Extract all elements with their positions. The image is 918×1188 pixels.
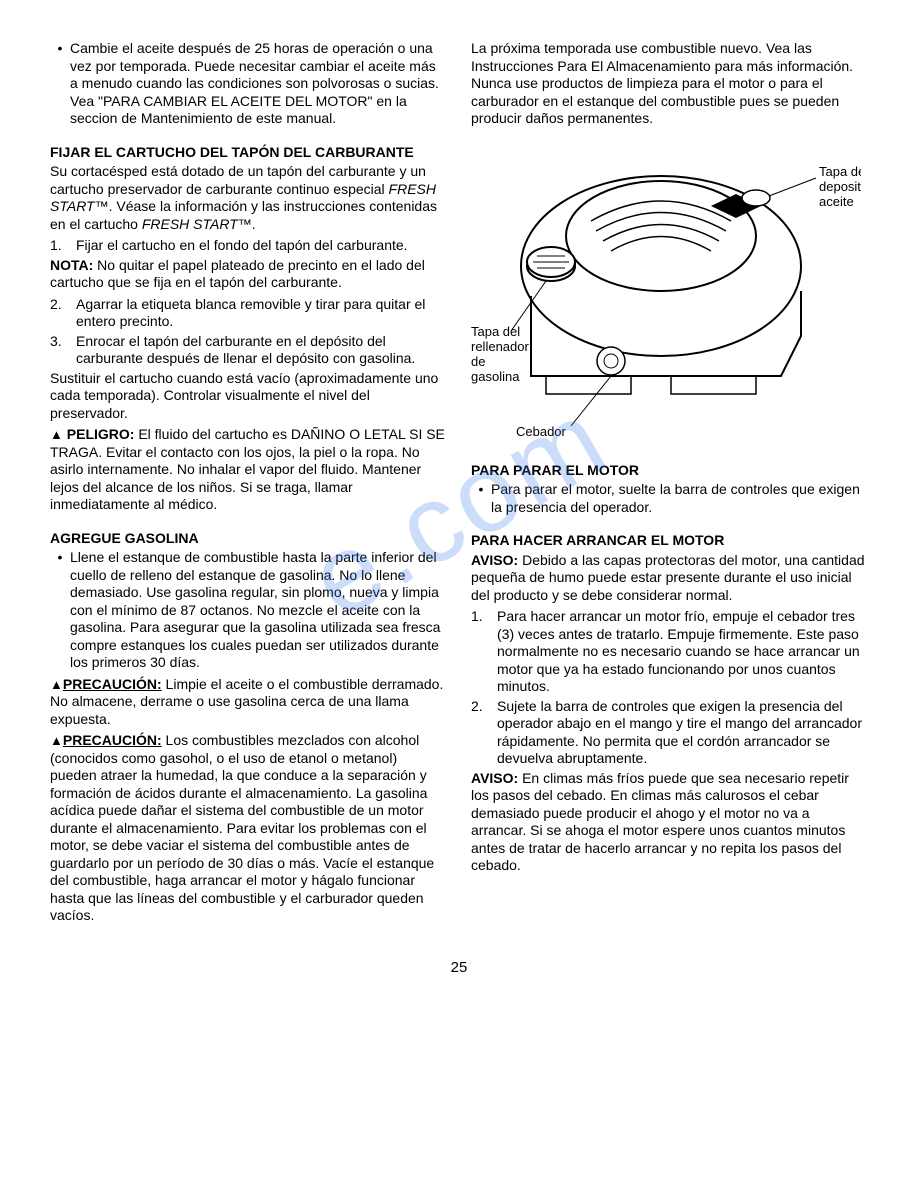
label-oil-line2: deposito de <box>819 179 861 194</box>
page-number: 25 <box>50 959 868 978</box>
heading-arrancar: PARA HACER ARRANCAR EL MOTOR <box>471 532 868 550</box>
warning-icon: ▲ <box>50 677 63 693</box>
label-fuel-line2: rellenador <box>471 339 529 354</box>
bullet-oil-change: • Cambie el aceite después de 25 horas d… <box>50 40 447 128</box>
bullet-marker: • <box>50 40 70 128</box>
sustituir-para: Sustituir el cartucho cuando está vacío … <box>50 370 447 423</box>
num-2: 2. <box>471 698 497 768</box>
top-right-para: La próxima temporada use combustible nue… <box>471 40 868 128</box>
peligro-para: ▲ PELIGRO: El fluido del cartucho es DAÑ… <box>50 426 447 514</box>
step-text: Enrocar el tapón del carburante en el de… <box>76 333 447 368</box>
num-3: 3. <box>50 333 76 368</box>
fijar-intro: Su cortacésped está dotado de un tapón d… <box>50 163 447 233</box>
nota-text: No quitar el papel plateado de precinto … <box>50 257 425 291</box>
label-cebador: Cebador <box>516 424 567 439</box>
heading-agregue: AGREGUE GASOLINA <box>50 530 447 548</box>
step-text: Fijar el cartucho en el fondo del tapón … <box>76 237 447 255</box>
warning-icon: ▲ <box>50 733 63 749</box>
bullet-gasolina: • Llene el estanque de combustible hasta… <box>50 549 447 672</box>
step-text: Sujete la barra de controles que exigen … <box>497 698 868 768</box>
fijar-step-2: 2. Agarrar la etiqueta blanca removible … <box>50 296 447 331</box>
left-column: • Cambie el aceite después de 25 horas d… <box>50 40 447 929</box>
bullet-marker: • <box>471 481 491 516</box>
arrancar-step-2: 2. Sujete la barra de controles que exig… <box>471 698 868 768</box>
bullet-text: Cambie el aceite después de 25 horas de … <box>70 40 447 128</box>
label-oil-line1: Tapa del <box>819 164 861 179</box>
right-column: La próxima temporada use combustible nue… <box>471 40 868 929</box>
num-1: 1. <box>471 608 497 696</box>
precaucion2-para: ▲PRECAUCIÓN: Los combustibles mezclados … <box>50 732 447 925</box>
aviso1-para: AVISO: Debido a las capas protectoras de… <box>471 552 868 605</box>
fijar-step-1: 1. Fijar el cartucho en el fondo del tap… <box>50 237 447 255</box>
bullet-parar: • Para parar el motor, suelte la barra d… <box>471 481 868 516</box>
peligro-label: PELIGRO: <box>63 426 135 442</box>
engine-svg: Tapa del deposito de aceite Tapa del rel… <box>471 136 861 446</box>
arrancar-step-1: 1. Para hacer arrancar un motor frío, em… <box>471 608 868 696</box>
bullet-text: Llene el estanque de combustible hasta l… <box>70 549 447 672</box>
precaucion2-text: Los combustibles mezclados con alcohol (… <box>50 732 434 923</box>
step-text: Agarrar la etiqueta blanca removible y t… <box>76 296 447 331</box>
fijar-step-3: 3. Enrocar el tapón del carburante en el… <box>50 333 447 368</box>
num-2: 2. <box>50 296 76 331</box>
label-fuel-line1: Tapa del <box>471 324 520 339</box>
num-1: 1. <box>50 237 76 255</box>
engine-figure: Tapa del deposito de aceite Tapa del rel… <box>471 136 868 446</box>
bullet-text: Para parar el motor, suelte la barra de … <box>491 481 868 516</box>
warning-icon: ▲ <box>50 427 63 443</box>
aviso2-para: AVISO: En climas más fríos puede que sea… <box>471 770 868 875</box>
label-oil-line3: aceite <box>819 194 854 209</box>
precaucion-label-2: PRECAUCIÓN: <box>63 732 162 748</box>
aviso2-text: En climas más fríos puede que sea necesa… <box>471 770 849 874</box>
nota-label: NOTA: <box>50 257 93 273</box>
label-fuel-line3: de <box>471 354 485 369</box>
content-columns: • Cambie el aceite después de 25 horas d… <box>50 40 868 929</box>
bullet-marker: • <box>50 549 70 672</box>
precaucion-label-1: PRECAUCIÓN: <box>63 676 162 692</box>
fijar-intro-text-1: Su cortacésped está dotado de un tapón d… <box>50 163 426 197</box>
heading-fijar: FIJAR EL CARTUCHO DEL TAPÓN DEL CARBURAN… <box>50 144 447 162</box>
precaucion1-para: ▲PRECAUCIÓN: Limpie el aceite o el combu… <box>50 676 447 729</box>
heading-parar: PARA PARAR EL MOTOR <box>471 462 868 480</box>
step-text: Para hacer arrancar un motor frío, empuj… <box>497 608 868 696</box>
fresh-start-2: FRESH START™ <box>142 216 252 232</box>
aviso-label-2: AVISO: <box>471 770 518 786</box>
label-fuel-line4: gasolina <box>471 369 520 384</box>
aviso1-text: Debido a las capas protectoras del motor… <box>471 552 865 603</box>
nota-para: NOTA: No quitar el papel plateado de pre… <box>50 257 447 292</box>
aviso-label-1: AVISO: <box>471 552 518 568</box>
